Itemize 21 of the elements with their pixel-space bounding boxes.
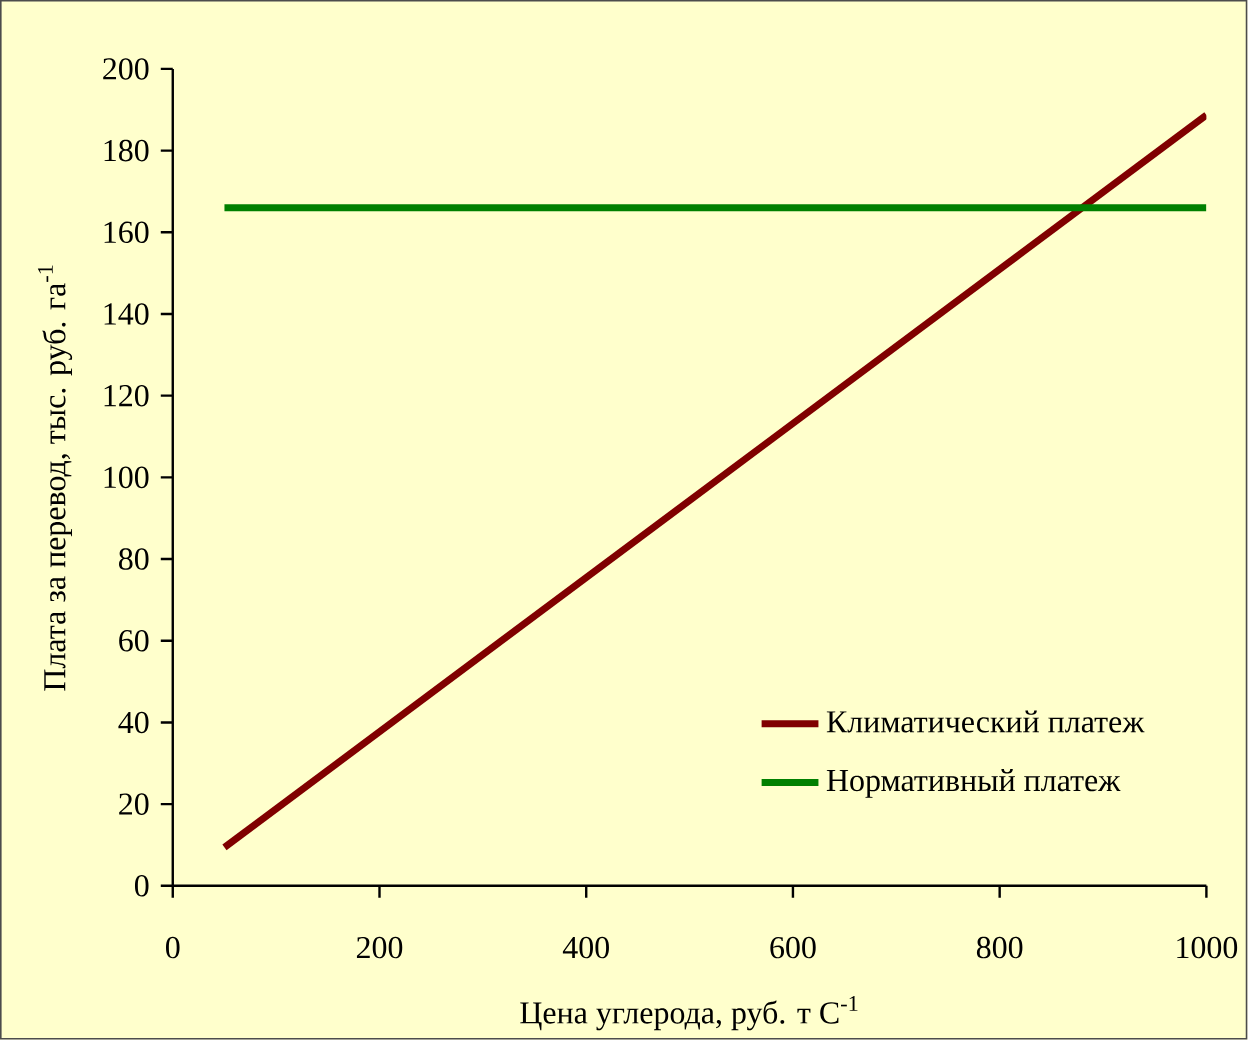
y-tick-label: 60: [119, 630, 149, 652]
y-tick-label: 160: [104, 221, 149, 244]
y-tick-label: 100: [104, 466, 149, 489]
x-axis-title: Цена углерода, руб. т С$^{-1}$: [520, 996, 858, 1031]
x-tick-label: 0: [166, 936, 180, 959]
legend-label: Климатический платеж: [826, 710, 1145, 733]
legend-label: Нормативный платеж: [826, 769, 1121, 798]
y-tick-label: 200: [103, 58, 149, 80]
y-tick-label: 80: [119, 548, 149, 570]
y-tick-label: 0: [134, 875, 149, 897]
x-tick-label: 1000: [1177, 936, 1238, 959]
y-tick-label: 40: [118, 711, 149, 734]
x-tick-label: 800: [976, 936, 1023, 959]
y-tick-label: 180: [104, 139, 149, 162]
y-tick-label: 120: [104, 384, 149, 407]
x-tick-label: 200: [356, 936, 403, 959]
y-tick-label: 20: [119, 793, 149, 815]
y-axis-title: Плата за перевод, тыс. руб. га$^{-1}$: [37, 265, 73, 691]
x-tick-label: 400: [562, 936, 609, 959]
x-tick-label: 600: [770, 936, 816, 959]
y-tick-label: 140: [104, 303, 149, 325]
